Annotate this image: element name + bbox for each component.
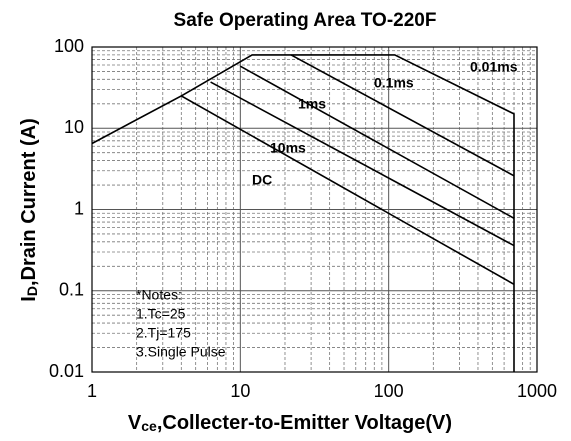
y-axis-label: ID,Drain Current (A) (18, 118, 40, 301)
y-label-part: I (18, 296, 40, 302)
y-tick-label: 0.1 (59, 280, 84, 300)
series-line (239, 65, 515, 219)
y-tick-label: 0.01 (49, 361, 84, 381)
series-label: 0.1ms (374, 75, 414, 91)
series-line (290, 54, 515, 177)
x-label-part: V (128, 412, 142, 434)
x-tick-label: 100 (374, 381, 404, 401)
series-label: DC (252, 172, 272, 188)
x-tick-label: 1 (87, 381, 97, 401)
series-line (180, 54, 515, 372)
note: 3.Single Pulse (136, 344, 226, 360)
x-label-sub: ce (141, 418, 157, 434)
series-line (210, 81, 515, 247)
x-axis-label: Vce,Collecter-to-Emitter Voltage(V) (128, 412, 452, 434)
y-tick-label: 1 (74, 198, 84, 218)
series-line (91, 94, 515, 285)
note: *Notes: (136, 287, 182, 303)
x-label-part: ,Collecter-to-Emitter Voltage(V) (157, 412, 452, 434)
y-tick-label: 100 (54, 36, 84, 56)
plot-frame (91, 46, 538, 373)
series-label: 0.01ms (470, 59, 518, 75)
note: 2.Tj=175 (136, 325, 191, 341)
y-label-sub: D (24, 286, 40, 296)
x-tick-label: 10 (230, 381, 250, 401)
series-label: 1ms (298, 96, 326, 112)
y-label-part: ,Drain Current (A) (18, 118, 40, 286)
series-label: 10ms (270, 140, 306, 156)
chart-title: Safe Operating Area TO-220F (174, 10, 437, 31)
x-tick-label: 1000 (517, 381, 557, 401)
y-tick-label: 10 (64, 117, 84, 137)
note: 1.Tc=25 (136, 306, 186, 322)
